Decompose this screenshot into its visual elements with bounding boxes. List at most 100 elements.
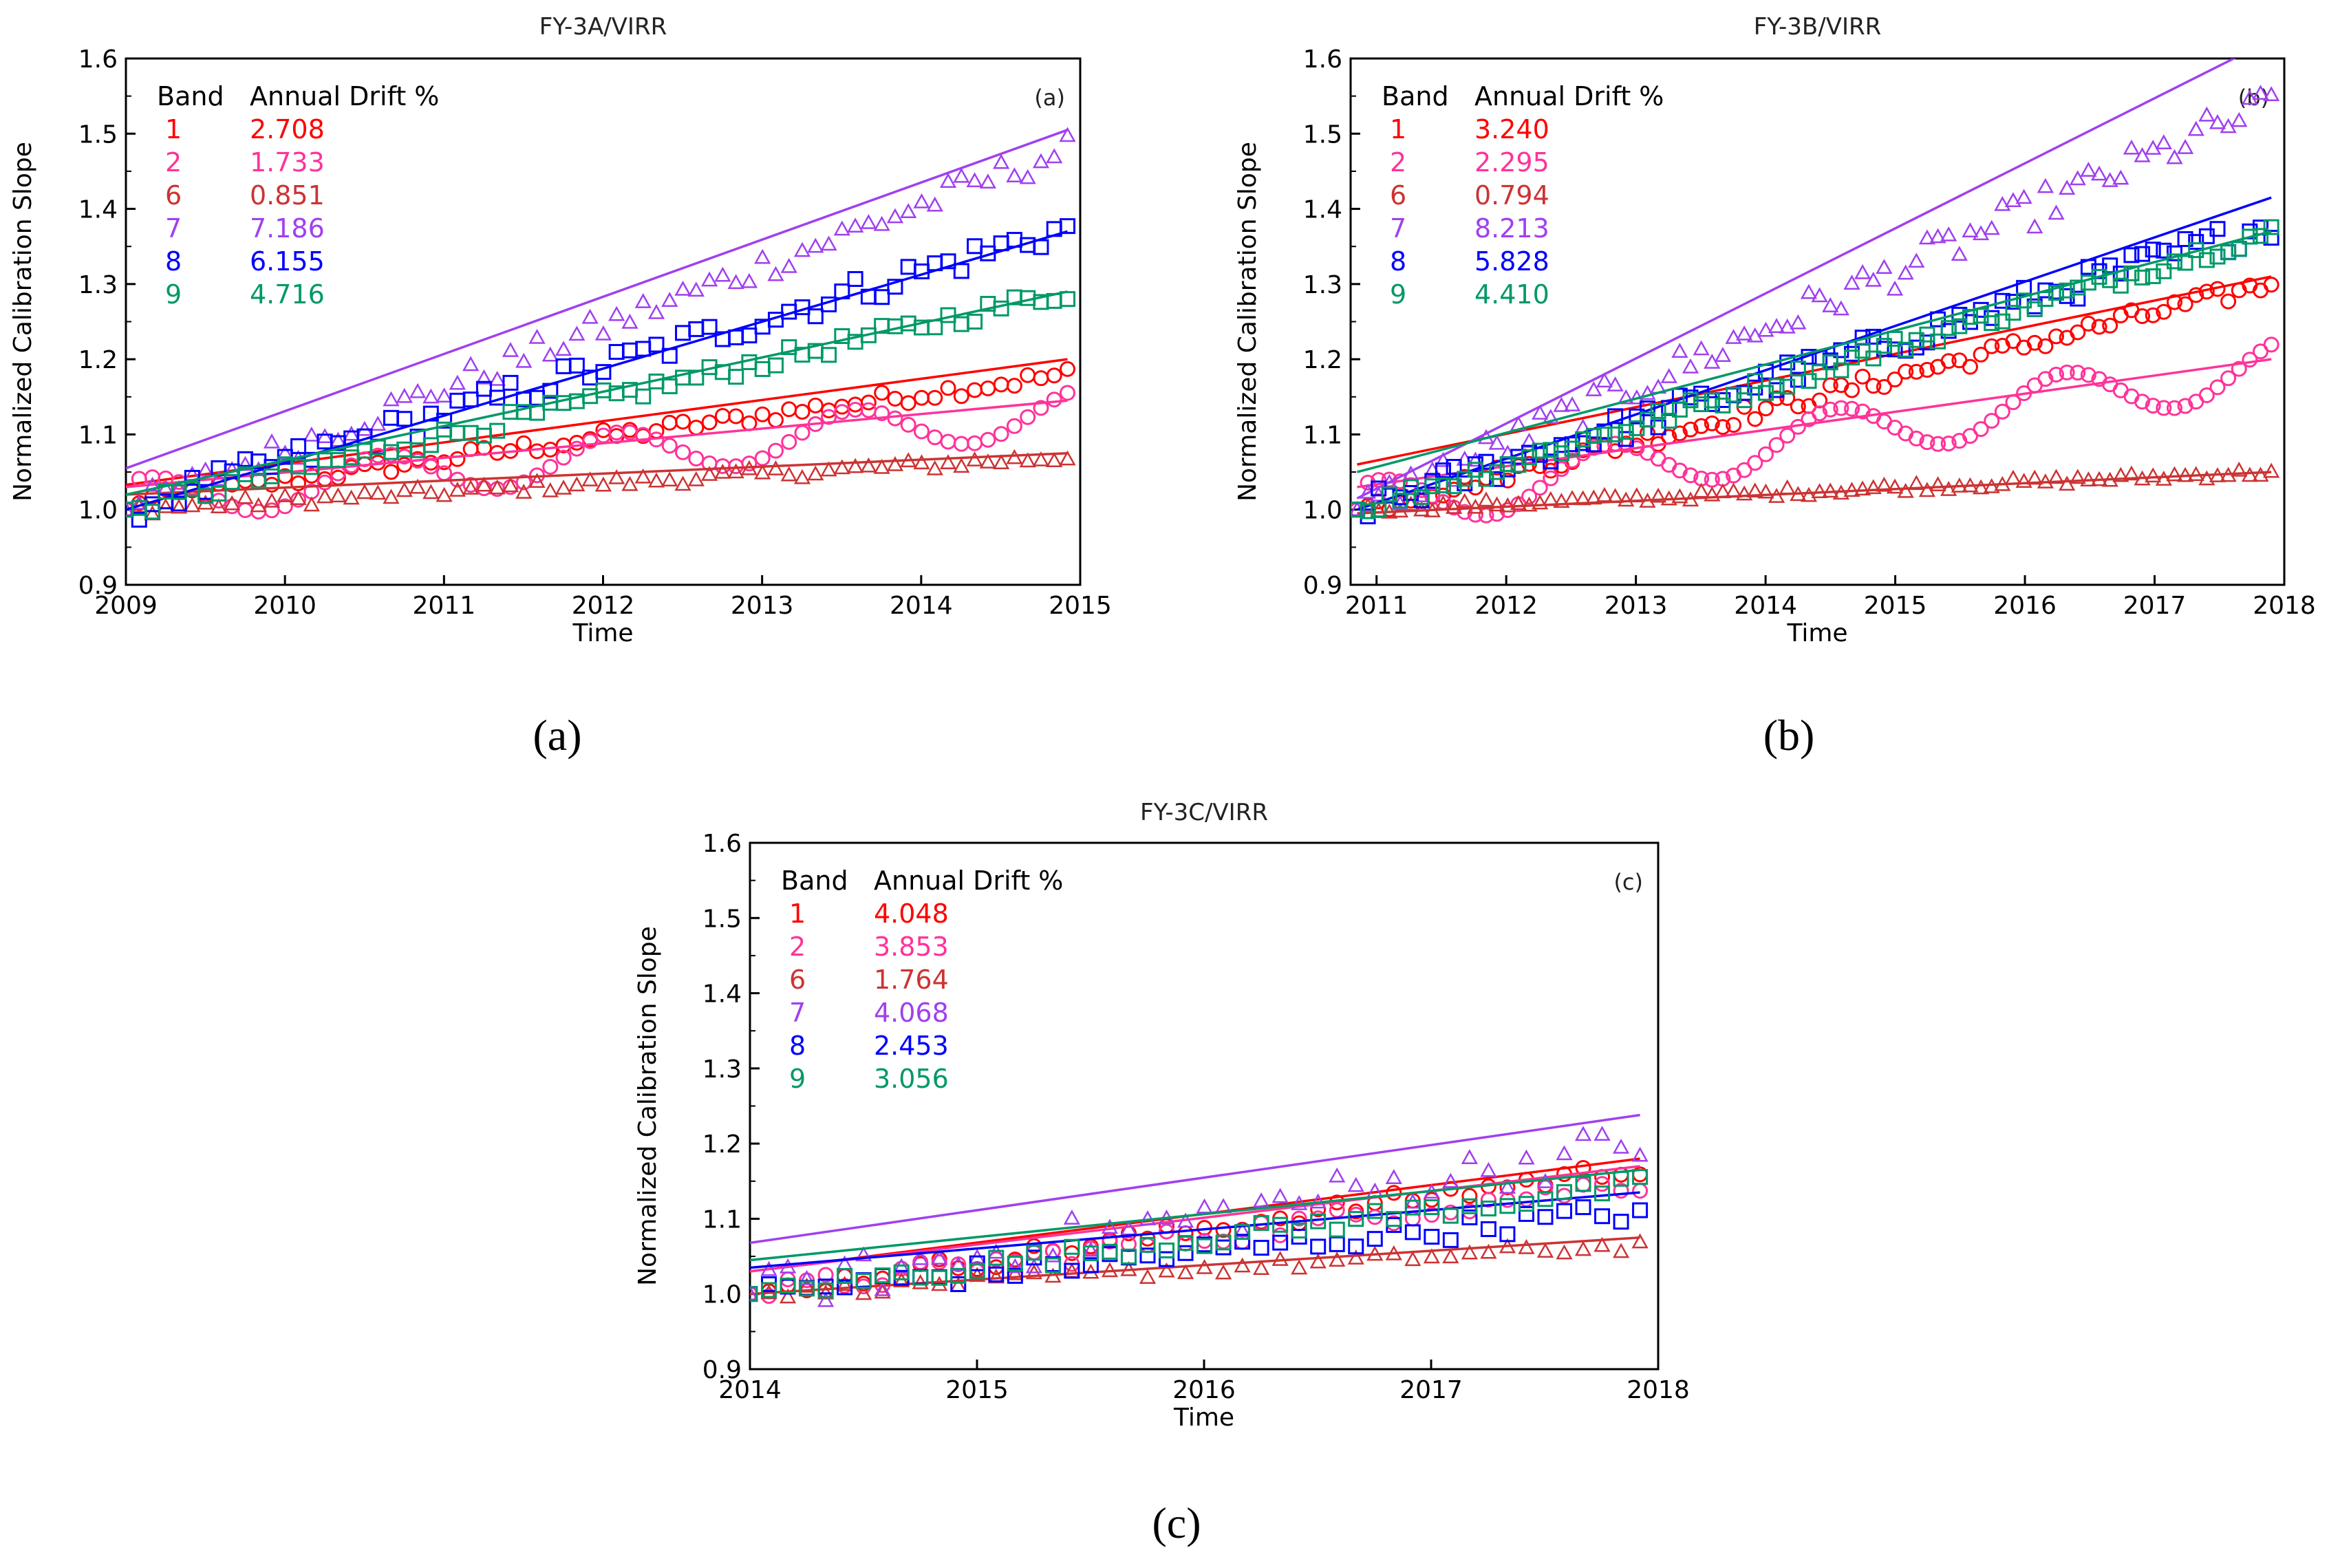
point-band-9	[1177, 1235, 1194, 1252]
point-band-9	[1082, 1245, 1099, 1262]
point-band-9	[2026, 301, 2043, 317]
point-band-6	[369, 484, 387, 500]
y-tick-label: 1.5	[702, 905, 742, 933]
point-band-8	[940, 253, 956, 270]
point-band-7	[750, 1285, 759, 1300]
point-band-6	[1536, 1243, 1554, 1258]
point-band-7	[2069, 170, 2086, 186]
point-band-1	[1693, 418, 1710, 434]
point-band-6	[568, 476, 586, 492]
point-band-2	[2037, 371, 2054, 387]
point-band-6	[1563, 490, 1581, 505]
point-band-9	[1736, 392, 1752, 409]
point-band-8	[2070, 290, 2086, 307]
point-band-2	[1020, 409, 1036, 425]
point-band-8	[807, 308, 824, 325]
point-band-2	[1994, 403, 2010, 420]
point-band-7	[1461, 1149, 1479, 1164]
point-band-7	[1488, 434, 1505, 450]
point-band-1	[1876, 378, 1892, 395]
point-band-6	[1628, 487, 1645, 503]
point-band-7	[1693, 340, 1710, 356]
point-band-1	[701, 414, 718, 431]
point-band-6	[873, 458, 890, 474]
y-tick-label: 1.4	[1303, 196, 1342, 224]
point-band-7	[528, 328, 546, 344]
point-band-6	[1467, 498, 1484, 514]
point-band-8	[1585, 436, 1602, 453]
point-band-9	[635, 388, 652, 405]
point-band-9	[1650, 402, 1666, 419]
fit-line-band-9	[1356, 230, 2272, 473]
point-band-6	[1574, 490, 1591, 506]
point-band-6	[993, 454, 1010, 469]
point-band-6	[1908, 475, 1925, 491]
point-band-1	[2026, 334, 2043, 351]
point-band-8	[502, 374, 519, 391]
point-band-7	[1790, 314, 1807, 330]
point-band-9	[2048, 285, 2065, 301]
x-tick-label: 2014	[890, 592, 953, 620]
point-band-9	[1413, 488, 1430, 505]
point-band-2	[1613, 1183, 1629, 1199]
point-band-2	[2166, 400, 2182, 416]
y-tick-label: 1.5	[1303, 120, 1342, 149]
point-band-7	[1536, 1173, 1554, 1188]
point-band-6	[647, 472, 665, 488]
legend-drift-band-1: 2.708	[250, 114, 325, 144]
point-band-1	[2102, 317, 2118, 334]
point-band-7	[1843, 275, 1860, 290]
point-band-8	[595, 364, 612, 380]
point-band-6	[2263, 462, 2280, 478]
point-band-6	[449, 481, 466, 497]
point-band-9	[874, 1267, 891, 1284]
point-band-9	[2198, 252, 2215, 268]
point-band-6	[833, 459, 850, 475]
x-tick-label: 2010	[253, 592, 316, 620]
point-band-9	[1704, 392, 1720, 409]
point-band-8	[1537, 1209, 1554, 1225]
point-band-7	[1886, 280, 1904, 296]
point-band-1	[1020, 367, 1036, 383]
y-tick-label: 1.3	[78, 271, 118, 299]
point-band-9	[1537, 1191, 1554, 1207]
point-band-7	[555, 341, 572, 356]
point-band-1	[781, 401, 797, 418]
point-band-6	[661, 471, 678, 487]
series-band-7	[750, 1113, 1649, 1307]
point-band-7	[144, 476, 161, 492]
point-band-2	[1844, 400, 1860, 417]
point-band-6	[1032, 451, 1050, 466]
point-band-8	[2156, 242, 2172, 259]
point-band-1	[529, 443, 546, 460]
point-band-7	[931, 1249, 948, 1265]
legend-band-8: 8	[789, 1031, 806, 1061]
point-band-6	[1480, 1243, 1497, 1259]
legend-drift-band-7: 8.213	[1474, 213, 1549, 244]
x-tick-label: 2012	[1474, 592, 1538, 620]
point-band-9	[967, 313, 983, 330]
point-band-1	[1747, 411, 1763, 427]
x-tick-label: 2018	[1627, 1376, 1690, 1404]
x-tick-label: 2015	[1049, 592, 1112, 620]
point-band-1	[794, 404, 811, 420]
point-band-9	[2253, 228, 2269, 244]
y-axis-label: Normalized Calibration Slope	[634, 926, 662, 1286]
point-band-1	[1822, 377, 1838, 394]
point-band-6	[1059, 450, 1076, 466]
point-band-2	[1908, 430, 1924, 447]
point-band-6	[475, 476, 493, 492]
point-band-8	[1543, 453, 1559, 470]
point-band-8	[913, 263, 930, 279]
x-tick-label: 2012	[572, 592, 635, 620]
point-band-9	[1386, 1211, 1402, 1227]
point-band-8	[2263, 230, 2279, 246]
point-band-2	[1779, 427, 1796, 444]
point-band-9	[1360, 503, 1376, 519]
legend-band-7: 7	[165, 213, 182, 244]
point-band-8	[834, 283, 850, 300]
point-band-8	[887, 279, 903, 295]
point-band-8	[1887, 341, 1903, 358]
x-tick-label: 2015	[945, 1376, 1009, 1404]
